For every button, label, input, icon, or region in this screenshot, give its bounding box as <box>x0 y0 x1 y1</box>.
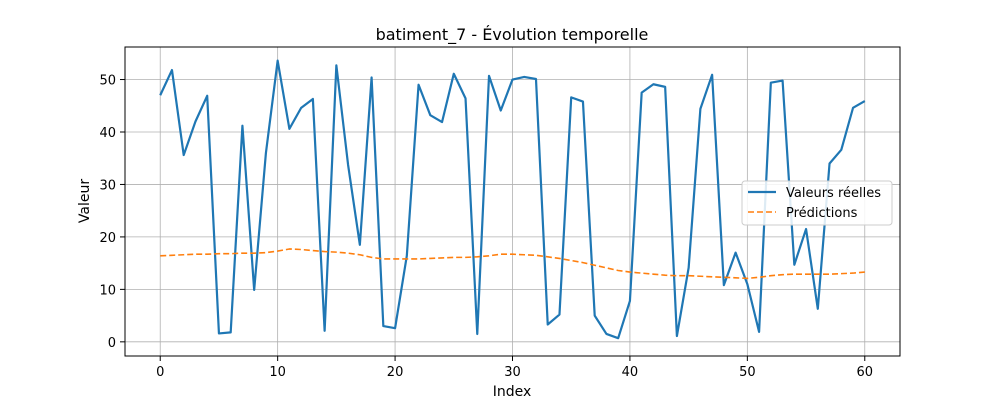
legend: Valeurs réelles Prédictions <box>741 180 893 226</box>
legend-label-0: Valeurs réelles <box>786 186 881 201</box>
series-layer <box>159 59 866 340</box>
axis-ticks: 0 10 20 30 40 50 60 0 10 20 30 40 50 <box>99 74 873 380</box>
y-tick-label: 30 <box>99 178 116 193</box>
legend-box <box>741 180 893 226</box>
y-tick-label: 20 <box>99 231 116 246</box>
x-tick-label: 0 <box>156 365 164 380</box>
x-tick-label: 60 <box>856 365 873 380</box>
y-tick-label: 0 <box>108 336 116 351</box>
y-tick-label: 10 <box>99 283 116 298</box>
y-axis-label: Valeur <box>77 179 93 223</box>
series-line-1 <box>160 248 865 280</box>
x-tick-label: 20 <box>387 365 404 380</box>
x-tick-label: 30 <box>504 365 521 380</box>
legend-label-1: Prédictions <box>786 206 858 221</box>
x-tick-label: 10 <box>269 365 286 380</box>
y-tick-label: 50 <box>99 74 116 89</box>
x-axis-label: Index <box>493 384 532 400</box>
x-tick-label: 50 <box>739 365 756 380</box>
chart-title: batiment_7 - Évolution temporelle <box>376 25 649 45</box>
y-tick-label: 40 <box>99 126 116 141</box>
x-tick-label: 40 <box>622 365 639 380</box>
series-line-0 <box>159 59 866 340</box>
